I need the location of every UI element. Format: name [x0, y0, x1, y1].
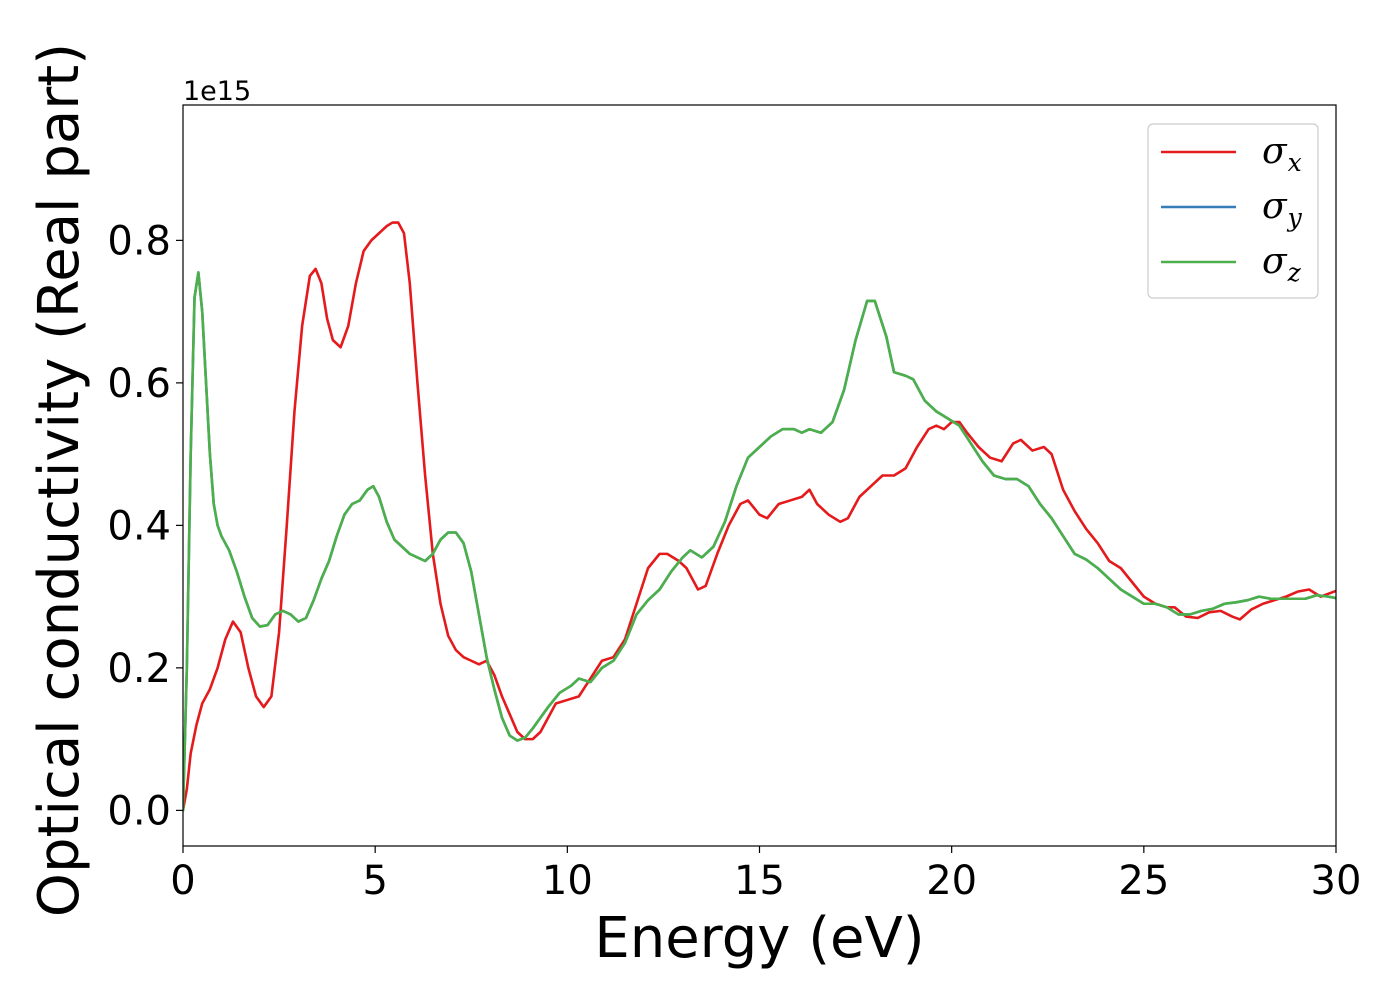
legend-box: [1147, 123, 1319, 299]
legend-label-x: σx: [1262, 131, 1302, 177]
y-offset-label: 1e15: [183, 76, 251, 107]
y-tick-label: 0.6: [107, 361, 171, 407]
y-tick-label: 0.8: [107, 218, 171, 264]
x-tick-label: 20: [926, 858, 977, 904]
x-tick-label: 10: [542, 858, 593, 904]
x-axis-label: Energy (eV): [594, 906, 924, 971]
x-tick-label: 5: [362, 858, 387, 904]
axis-ticks: 0 5 10 15 20 25 30 0.0 0.2 0.4 0.6 0.8: [107, 218, 1361, 904]
x-tick-label: 0: [170, 858, 195, 904]
x-tick-label: 15: [734, 858, 785, 904]
axes-frame: [182, 104, 1337, 847]
y-tick-label: 0.2: [107, 646, 171, 692]
y-axis-label: Optical conductivity (Real part): [27, 43, 92, 917]
x-tick-label: 25: [1118, 858, 1169, 904]
x-tick-label: 30: [1311, 858, 1362, 904]
y-tick-label: 0.0: [107, 788, 171, 834]
plot-area: [183, 221, 1336, 812]
y-tick-label: 0.4: [107, 503, 171, 549]
series-line-z: [183, 271, 1336, 812]
series-line-x: [183, 221, 1336, 812]
